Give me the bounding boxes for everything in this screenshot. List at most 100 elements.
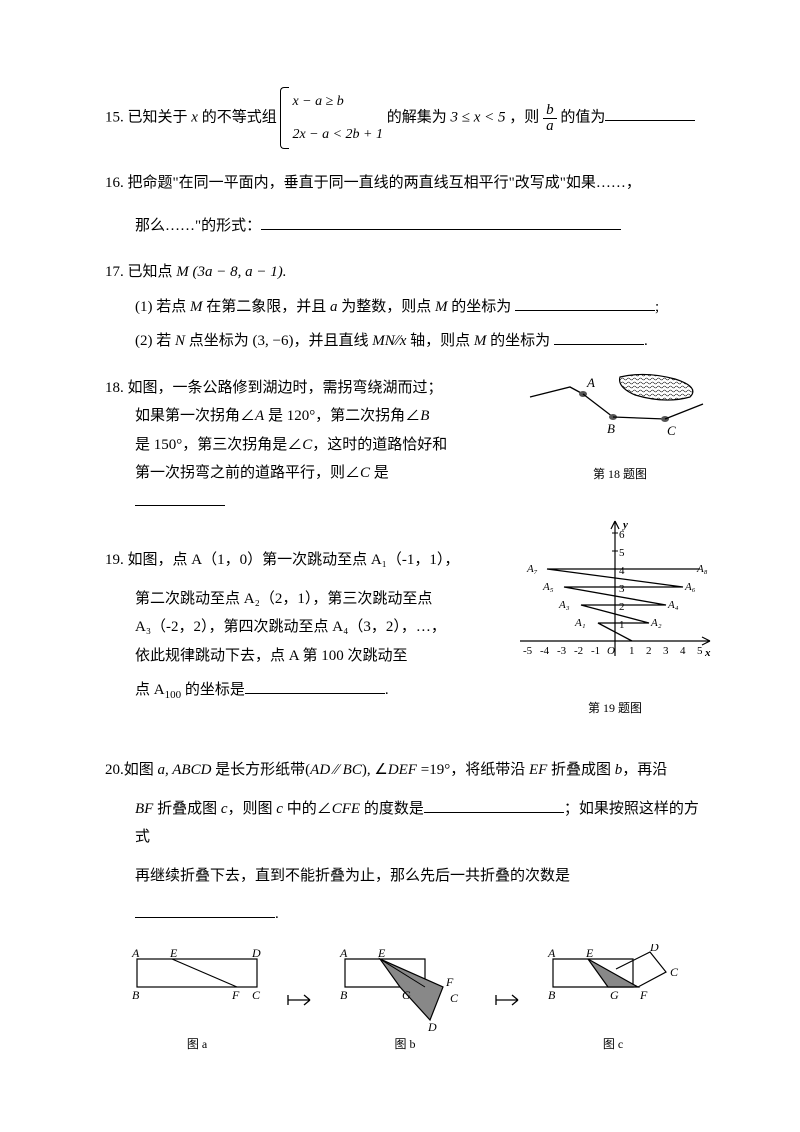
q20-l1k: ，再沿 bbox=[622, 762, 667, 778]
q19-l1: 如图，点 A（1，0）第一次跳动至点 A₁（-1，1）， bbox=[128, 552, 460, 568]
figure-20a: A E D B F C 图 a bbox=[122, 944, 272, 1056]
q19-num: 19. bbox=[105, 552, 124, 568]
fig19-caption: 第 19 题图 bbox=[515, 697, 715, 720]
q20-l2g: CFE bbox=[332, 801, 360, 817]
q15-pre: 已知关于 bbox=[128, 109, 192, 125]
q17-p1-pre: (1) 若点 bbox=[135, 299, 190, 315]
arrow-icon bbox=[286, 990, 316, 1010]
q17-p1-end: 的坐标为 bbox=[448, 299, 516, 315]
q17-num: 17. bbox=[105, 264, 124, 280]
question-16: 16. 把命题"在同一平面内，垂直于同一直线的两直线互相平行"改写成"如果……，… bbox=[105, 169, 705, 240]
fig20a-C: C bbox=[252, 988, 261, 1002]
q17-p1-semi: ; bbox=[655, 299, 659, 315]
fig18-B: B bbox=[607, 421, 615, 436]
fig18-caption: 第 18 题图 bbox=[525, 463, 715, 486]
q18-l3c: ，这时的道路恰好和 bbox=[312, 437, 447, 453]
fig20a-cap: 图 a bbox=[122, 1033, 272, 1056]
figure-20c: A E D C B G F 图 c bbox=[538, 944, 688, 1056]
q17-intro-pt: M (3a − 8, a − 1). bbox=[176, 264, 286, 280]
q15-frac: b a bbox=[543, 103, 557, 134]
figure-19: y x 1 2 3 4 5 6 bbox=[515, 516, 715, 719]
q15-eq1: x − a ≥ b bbox=[292, 94, 343, 109]
fig19-xt1: -4 bbox=[540, 645, 550, 657]
q20-l2h: 的度数是 bbox=[360, 801, 424, 817]
fig19-yt2: 2 bbox=[619, 601, 625, 613]
fig19-a6: A₆ bbox=[684, 581, 696, 593]
q20-l4: . bbox=[275, 906, 279, 922]
fig19-a8: A₈ bbox=[696, 563, 708, 575]
q17-p2-m: M bbox=[474, 333, 487, 349]
fig19-a2: A₂ bbox=[650, 617, 662, 629]
question-20: 20.如图 a, ABCD 是长方形纸带(AD ∕∕ BC), ∠DEF =19… bbox=[105, 756, 705, 1056]
q19-l3: A₃（-2，2），第四次跳动至点 A₄（3，2），…， bbox=[135, 619, 446, 635]
q20-l1g: =19°，将纸带沿 bbox=[417, 762, 529, 778]
q15-mid3: ，则 bbox=[509, 109, 539, 125]
fig20c-C: C bbox=[670, 965, 679, 979]
q18-l2a: 如果第一次拐角∠ bbox=[135, 408, 255, 424]
q17-p1-m3: M bbox=[435, 299, 448, 315]
q17-p2-end: 的坐标为 bbox=[486, 333, 554, 349]
q19-l5c: . bbox=[385, 682, 389, 698]
fig20b-E: E bbox=[377, 946, 386, 960]
fig19-xt7: 2 bbox=[646, 645, 652, 657]
fig20a-B: B bbox=[132, 988, 140, 1002]
fig19-a5: A₅ bbox=[542, 581, 554, 593]
q20-blank1 bbox=[424, 795, 564, 813]
fig18-C: C bbox=[667, 423, 676, 438]
fig19-xt8: 3 bbox=[663, 645, 669, 657]
fig20a-A: A bbox=[131, 946, 140, 960]
q19-l4: 依此规律跳动下去，点 A 第 100 次跳动至 bbox=[135, 648, 408, 664]
fig19-xt5: O bbox=[607, 645, 615, 657]
question-19: 19. 如图，点 A（1，0）第一次跳动至点 A₁（-1，1）， 第二次跳动至点… bbox=[105, 546, 705, 726]
q20-l1c: 是长方形纸带( bbox=[211, 762, 310, 778]
question-15: 15. 已知关于 x 的不等式组 x − a ≥ b 2x − a < 2b +… bbox=[105, 85, 705, 151]
q16-t2: 那么……"的形式： bbox=[135, 218, 261, 234]
fig19-xt4: -1 bbox=[591, 645, 600, 657]
fig20c-A: A bbox=[547, 946, 556, 960]
arrow-icon bbox=[494, 990, 524, 1010]
q15-range: 3 ≤ x < 5 bbox=[451, 109, 506, 125]
q16-t1: 把命题"在同一平面内，垂直于同一直线的两直线互相平行"改写成"如果……， bbox=[128, 175, 641, 191]
q17-p1-a: a bbox=[330, 299, 338, 315]
q15-num: 15. bbox=[105, 109, 124, 125]
q20-l1e: ), ∠ bbox=[362, 762, 388, 778]
q17-p2-blank bbox=[554, 327, 644, 345]
q17-p1-m2: 为整数，则点 bbox=[338, 299, 436, 315]
fig19-xt6: 1 bbox=[629, 645, 635, 657]
fig19-a7: A₇ bbox=[526, 563, 538, 575]
q18-l1: 如图，一条公路修到湖边时，需拐弯绕湖而过； bbox=[128, 380, 443, 396]
q17-p2-mn: MN bbox=[372, 333, 395, 349]
fig20c-F: F bbox=[639, 988, 648, 1002]
q17-p1-m: M bbox=[190, 299, 203, 315]
q15-mid2: 的解集为 bbox=[387, 109, 447, 125]
fig19-a1: A₁ bbox=[574, 617, 586, 629]
fig19-yt1: 1 bbox=[619, 619, 625, 631]
q17-intro-pre: 已知点 bbox=[128, 264, 177, 280]
fig19-xt9: 4 bbox=[680, 645, 686, 657]
figure-18: A B C 第 18 题图 bbox=[525, 369, 715, 486]
fig20a-E: E bbox=[169, 946, 178, 960]
fig20c-E: E bbox=[585, 946, 594, 960]
q17-p2-m2: 轴，则点 bbox=[406, 333, 474, 349]
q20-l2e: c bbox=[276, 801, 283, 817]
fig19-yt5: 5 bbox=[619, 547, 625, 559]
q15-mid1: 的不等式组 bbox=[202, 109, 277, 125]
fig20c-cap: 图 c bbox=[538, 1033, 688, 1056]
q20-l1a: 如图 bbox=[124, 762, 158, 778]
q20-l1f: DEF bbox=[388, 762, 417, 778]
question-18: 18. 如图，一条公路修到湖边时，需拐弯绕湖而过； 如果第一次拐角∠A 是 12… bbox=[105, 374, 705, 517]
q17-p2-m1: 点坐标为 (3, −6)，并且直线 bbox=[185, 333, 372, 349]
q17-p1-blank bbox=[515, 293, 655, 311]
q15-fnum: b bbox=[543, 103, 557, 119]
fig19-xt2: -3 bbox=[557, 645, 567, 657]
fig18-A: A bbox=[586, 375, 595, 390]
fig19-a4: A₄ bbox=[667, 599, 679, 611]
q18-l2d: B bbox=[420, 408, 429, 424]
fig20b-A: A bbox=[339, 946, 348, 960]
fig20a-D: D bbox=[251, 946, 261, 960]
q18-l3b: C bbox=[302, 437, 312, 453]
q18-l2b: A bbox=[255, 408, 264, 424]
fig19-a3: A₃ bbox=[558, 599, 570, 611]
fig19-xt10: 5 bbox=[697, 645, 703, 657]
fig19-xlabel: x bbox=[704, 647, 711, 659]
